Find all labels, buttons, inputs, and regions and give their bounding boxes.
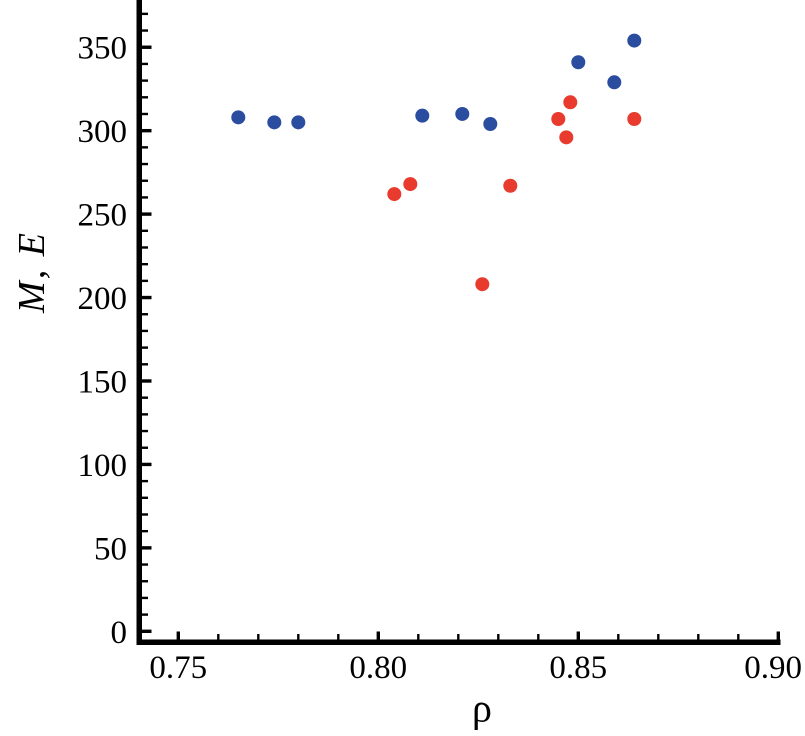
blue-series-point (483, 117, 498, 131)
blue-series-point (455, 106, 470, 121)
blue-series-point (627, 33, 642, 48)
x-tick-label: 0.80 (349, 650, 407, 686)
y-minor-tick (142, 62, 148, 66)
y-minor-tick (142, 162, 148, 166)
x-minor-tick (497, 634, 500, 640)
red-series-point (563, 95, 578, 110)
y-tick-label: 350 (78, 31, 128, 67)
red-series-point (403, 177, 418, 192)
y-minor-tick (142, 229, 148, 232)
y-minor-tick (142, 246, 148, 249)
y-minor-tick (142, 96, 148, 99)
x-minor-tick (417, 634, 420, 640)
red-series-point (387, 187, 402, 202)
y-minor-tick (142, 513, 148, 516)
red-series-point (559, 130, 574, 145)
x-major-tick (776, 631, 780, 640)
blue-series-point (607, 75, 622, 90)
y-minor-tick (142, 496, 148, 499)
y-tick-label: 150 (78, 364, 128, 400)
y-tick-label: 300 (78, 114, 128, 150)
blue-series-point (291, 115, 306, 130)
y-major-tick (142, 379, 152, 383)
x-axis-line (136, 639, 781, 645)
y-minor-tick (142, 413, 148, 416)
y-minor-tick (142, 429, 148, 433)
red-series-point (627, 111, 642, 126)
x-minor-tick (737, 634, 740, 640)
y-minor-tick (142, 329, 148, 333)
y-axis-label: M, E (11, 231, 53, 313)
blue-series-point (231, 110, 246, 125)
y-tick-label: 100 (78, 448, 128, 484)
x-tick-label: 0.90 (744, 650, 802, 686)
y-tick-label: 200 (78, 281, 128, 317)
x-minor-tick (457, 634, 460, 640)
blue-series-point (571, 55, 586, 70)
x-tick-label: 0.85 (549, 650, 607, 686)
x-major-tick (576, 631, 580, 640)
y-minor-tick (142, 146, 148, 149)
y-minor-tick (142, 29, 148, 32)
y-minor-tick (142, 279, 148, 283)
red-series-point (475, 277, 490, 292)
y-tick-label: 250 (78, 198, 128, 234)
y-minor-tick (142, 613, 148, 616)
y-minor-tick (142, 346, 148, 349)
x-minor-tick (257, 634, 260, 640)
red-series-point (503, 178, 518, 193)
y-minor-tick (142, 396, 148, 399)
x-minor-tick (337, 634, 340, 640)
y-major-tick (142, 546, 152, 550)
y-major-tick (142, 45, 152, 49)
y-major-tick (142, 295, 152, 300)
y-minor-tick (142, 596, 148, 600)
y-minor-tick (142, 179, 148, 182)
x-tick-label: 0.75 (149, 650, 207, 686)
blue-series-point (415, 108, 430, 123)
y-minor-tick (142, 580, 148, 583)
x-minor-tick (217, 634, 220, 640)
x-minor-tick (657, 634, 660, 640)
x-minor-tick (297, 634, 300, 640)
y-axis-line (136, 0, 142, 645)
y-tick-label: 0 (111, 615, 128, 651)
y-minor-tick (142, 563, 148, 566)
y-minor-tick (142, 12, 148, 16)
y-major-tick (142, 128, 152, 133)
x-major-tick (376, 631, 380, 640)
y-minor-tick (142, 529, 148, 533)
y-minor-tick (142, 262, 148, 266)
y-minor-tick (142, 196, 148, 199)
y-major-tick (142, 462, 152, 467)
y-major-tick (142, 212, 152, 216)
x-minor-tick (617, 634, 620, 640)
y-minor-tick (142, 446, 148, 449)
red-series-point (551, 111, 566, 126)
y-minor-tick (142, 313, 148, 316)
y-major-tick (142, 629, 152, 633)
x-major-tick (176, 631, 180, 640)
y-minor-tick (142, 363, 148, 366)
y-tick-label: 50 (94, 531, 127, 567)
x-axis-label: ρ (472, 685, 492, 731)
x-minor-tick (697, 634, 700, 640)
blue-series-point (267, 115, 282, 130)
x-minor-tick (537, 634, 540, 640)
y-minor-tick (142, 112, 148, 116)
y-minor-tick (142, 479, 148, 483)
y-minor-tick (142, 79, 148, 82)
